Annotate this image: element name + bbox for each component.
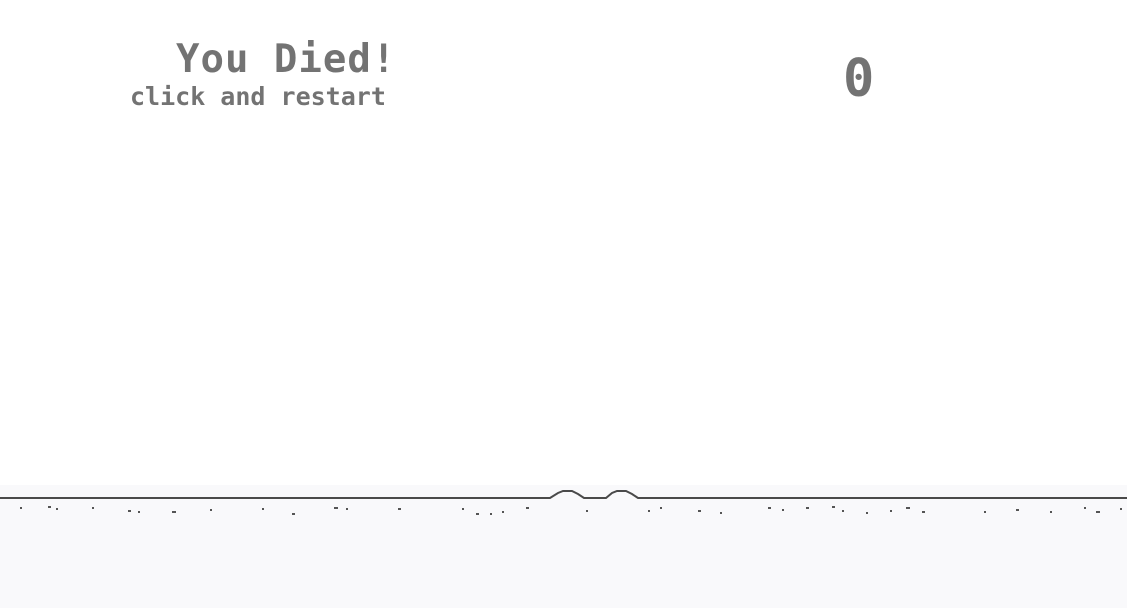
- ground-pebble: [922, 511, 925, 513]
- ground-pebble: [648, 510, 650, 512]
- ground-pebble: [172, 511, 176, 513]
- ground-pebbles: [20, 506, 1122, 515]
- ground-pebble: [768, 507, 771, 509]
- ground-pebble: [660, 507, 662, 509]
- ground-pebble: [720, 512, 722, 514]
- game-over-title: You Died!: [176, 37, 397, 82]
- ground-pebble: [890, 510, 892, 512]
- ground-horizon-path: [0, 490, 1127, 499]
- ground-pebble: [490, 513, 492, 515]
- ground-pebble: [782, 509, 784, 511]
- ground-pebble: [866, 512, 868, 514]
- ground-area: [0, 485, 1127, 608]
- ground-pebble: [476, 513, 479, 515]
- ground-pebble: [20, 507, 22, 509]
- ground-pebble: [1120, 508, 1122, 510]
- ground-pebble: [842, 510, 844, 512]
- ground-pebble: [128, 510, 131, 512]
- ground-pebble: [138, 511, 140, 513]
- ground-pebble: [398, 508, 401, 510]
- ground-pebble: [806, 507, 809, 509]
- ground-pebble: [984, 511, 986, 513]
- ground-pebble: [1084, 507, 1086, 509]
- ground-pebble: [462, 508, 464, 510]
- ground-pebble: [502, 511, 504, 513]
- ground-pebble: [1096, 511, 1100, 513]
- ground-pebble: [526, 507, 529, 509]
- ground-pebble: [210, 509, 212, 511]
- ground-pebble: [92, 507, 94, 509]
- ground-pebble: [56, 508, 58, 510]
- ground-pebble: [292, 513, 295, 515]
- ground-pebble: [334, 507, 338, 509]
- score-counter: 0: [843, 49, 875, 109]
- ground-line: [0, 490, 1127, 515]
- ground-pebble: [586, 510, 588, 512]
- ground-pebble: [1050, 511, 1052, 513]
- ground-pebble: [832, 506, 835, 508]
- ground-pebble: [1016, 509, 1019, 511]
- ground-pebble: [262, 508, 264, 510]
- ground-pebble: [906, 507, 910, 509]
- ground-pebble: [346, 508, 348, 510]
- ground-pebble: [48, 506, 51, 508]
- ground-pebble: [698, 510, 701, 512]
- restart-hint[interactable]: click and restart: [130, 82, 386, 111]
